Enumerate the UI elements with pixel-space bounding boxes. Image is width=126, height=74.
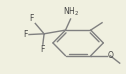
Text: F: F [30,14,34,23]
Text: NH$_2$: NH$_2$ [63,6,79,18]
Text: F: F [41,45,45,54]
Text: O: O [108,51,114,60]
Text: F: F [23,30,28,39]
